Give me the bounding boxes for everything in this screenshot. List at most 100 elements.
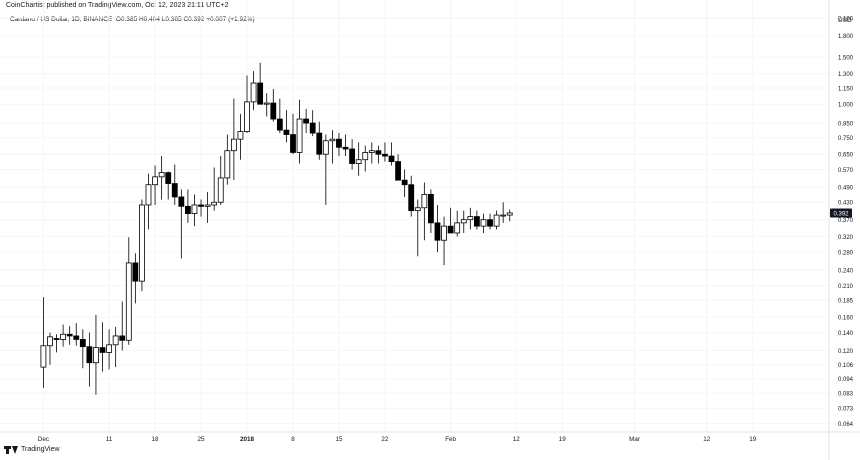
candle-body <box>99 347 106 353</box>
y-tick-label: 0.490 <box>838 185 854 191</box>
candle-body <box>296 118 303 153</box>
candle <box>217 156 224 205</box>
last-price-badge <box>830 208 852 218</box>
candle-body <box>329 138 336 142</box>
candle-body <box>125 262 132 341</box>
candle <box>185 189 191 223</box>
candle-body <box>40 345 47 368</box>
candle <box>257 62 264 105</box>
y-tick-label: 1.500 <box>838 55 854 61</box>
candle <box>480 213 487 233</box>
candle <box>434 204 441 253</box>
candle-body <box>224 150 231 179</box>
candle-body <box>460 219 467 224</box>
candle-body <box>362 152 369 161</box>
candle <box>454 210 461 237</box>
candle <box>487 213 493 230</box>
candle-body <box>342 146 349 150</box>
candle-body <box>349 148 356 164</box>
y-tick-label: 0.280 <box>838 250 854 256</box>
candle <box>125 237 132 345</box>
y-tick-label: 0.185 <box>838 299 854 305</box>
candle-body <box>198 204 204 207</box>
x-tick-label: 11 <box>106 436 113 443</box>
candle <box>204 191 211 223</box>
candle-body <box>447 225 454 234</box>
y-tick-label: 0.650 <box>838 153 854 159</box>
candle <box>40 297 47 388</box>
candle <box>421 182 428 241</box>
candle <box>329 130 336 164</box>
candle <box>388 142 395 166</box>
y-tick-label: 0.073 <box>838 407 854 413</box>
candle-body <box>290 134 296 153</box>
candle-body <box>79 339 86 348</box>
y-tick-label: 0.750 <box>838 136 854 142</box>
candle <box>47 332 53 365</box>
candle-body <box>487 219 493 227</box>
candle <box>112 326 119 368</box>
y-tick-label: 0.570 <box>838 168 854 174</box>
candle <box>395 154 401 181</box>
candle <box>145 173 152 230</box>
candle-body <box>336 138 342 148</box>
x-tick-label: 19 <box>749 436 757 443</box>
candle-body <box>270 102 277 120</box>
candle <box>342 134 349 157</box>
candle-body <box>158 172 165 178</box>
y-tick-label: 0.370 <box>838 218 854 224</box>
legend-symbol: Cardano / US Dollar, 1D, BINANCE <box>10 16 113 23</box>
candle-body <box>316 132 323 155</box>
candle <box>362 145 369 172</box>
candle-body <box>401 179 408 186</box>
candle <box>473 210 480 230</box>
candle-body <box>204 204 211 207</box>
candle-body <box>217 177 224 203</box>
candle <box>79 329 86 369</box>
candle-body <box>237 131 244 140</box>
y-tick-label: 0.240 <box>838 268 854 274</box>
candle <box>316 121 323 160</box>
candle <box>283 110 290 143</box>
last-price-marker: 0.392 <box>830 208 852 218</box>
candle-body <box>368 150 375 153</box>
candle-body <box>139 204 145 282</box>
candle <box>428 189 434 233</box>
candle-body <box>93 347 99 364</box>
candle <box>139 199 145 292</box>
candle <box>198 199 204 217</box>
y-axis-ticks: 2.100 1.800 1.500 1.300 1.150 1.000 0.850 0.750… <box>838 16 854 427</box>
candle <box>211 167 218 211</box>
candle-body <box>480 219 487 227</box>
candle-body <box>414 207 421 212</box>
footer-brand-label: TradingView <box>21 446 60 453</box>
candle <box>382 142 388 162</box>
candle-body <box>322 140 329 155</box>
candle <box>309 110 316 137</box>
candle-body <box>395 161 401 181</box>
y-tick-label: 0.210 <box>838 284 854 290</box>
candle <box>447 207 454 234</box>
candle <box>270 88 277 122</box>
candle-body <box>388 155 395 163</box>
candle-body <box>303 118 310 124</box>
candle-body <box>230 138 237 152</box>
candle-body <box>506 212 513 216</box>
x-tick-label: 12 <box>513 436 521 443</box>
candle <box>441 216 447 266</box>
candle <box>290 113 296 155</box>
candle-body <box>191 204 198 214</box>
candle <box>191 194 198 227</box>
y-tick-label: 1.000 <box>838 102 854 108</box>
candle <box>349 139 356 170</box>
candles <box>40 62 513 395</box>
candle <box>408 175 415 217</box>
x-tick-label: 18 <box>152 436 160 443</box>
candle <box>158 156 165 200</box>
candle <box>73 323 80 346</box>
y-tick-label: 1.300 <box>838 72 854 78</box>
candle <box>60 324 67 347</box>
candle-body <box>421 193 428 209</box>
footer-brand[interactable]: TradingView <box>4 445 60 454</box>
